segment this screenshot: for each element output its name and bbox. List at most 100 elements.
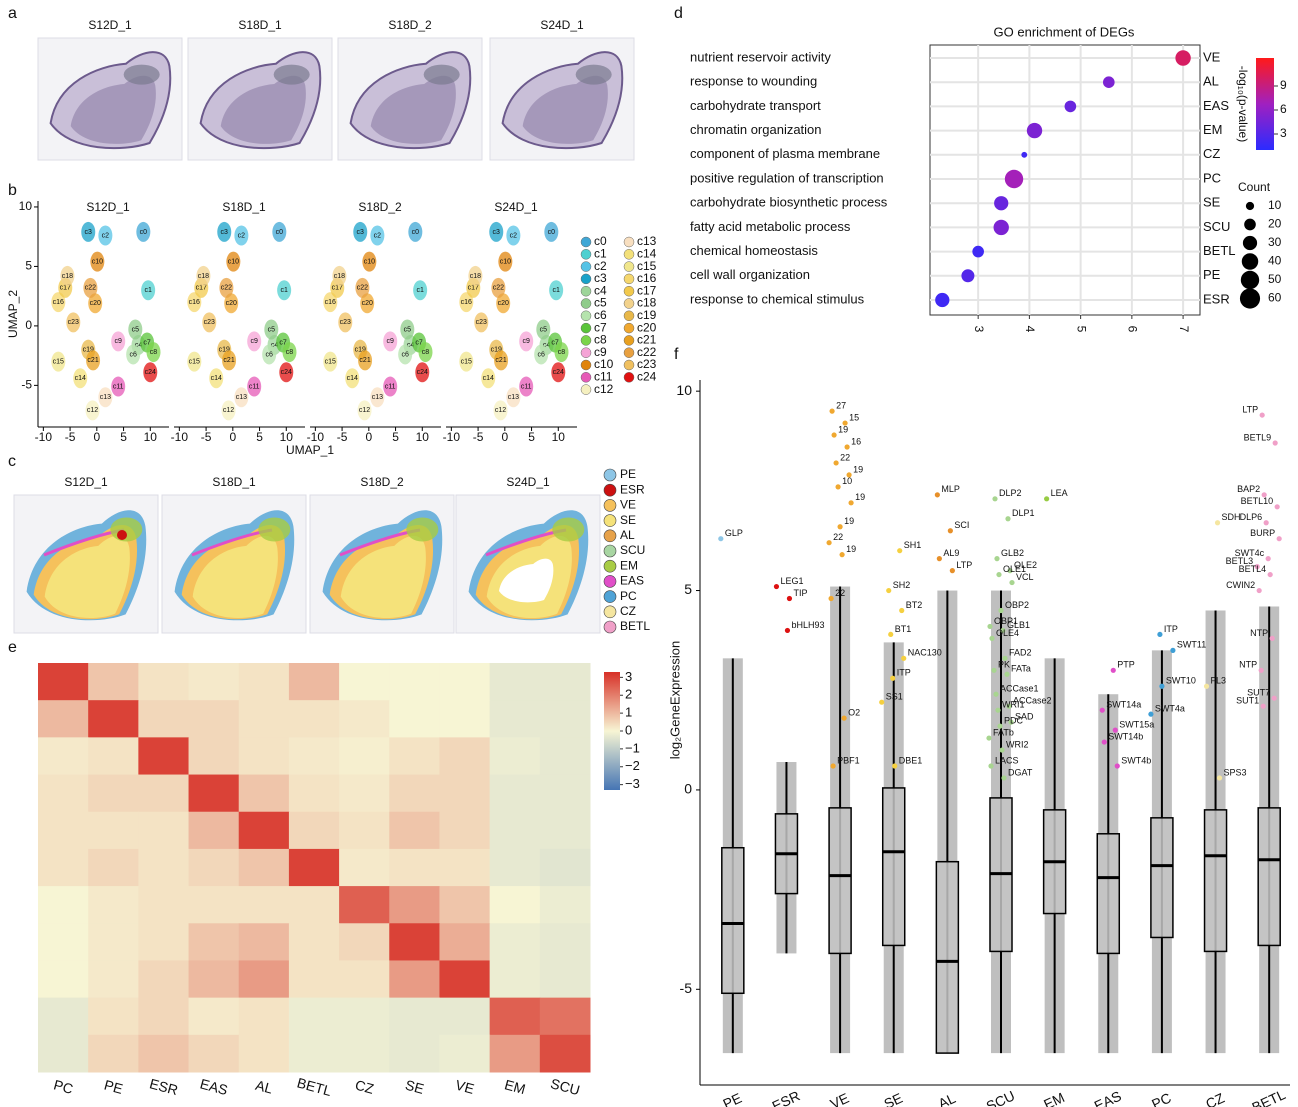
tissue-label: EM (1203, 122, 1223, 137)
cluster-label: c9 (251, 338, 259, 345)
cluster-cloud (224, 293, 239, 314)
cluster-cloud (489, 221, 504, 242)
gene-point (879, 699, 885, 705)
cluster-label: c8 (422, 349, 430, 356)
cluster-label: c6 (401, 351, 409, 358)
tissue-label: PC (1203, 170, 1221, 185)
legend-label: VE (620, 498, 636, 512)
gene-point (842, 420, 848, 426)
legend-label: BETL (620, 619, 650, 633)
heat-cell (539, 811, 591, 850)
legend-swatch (580, 372, 592, 383)
heat-cell (288, 663, 340, 701)
cluster-label: c21 (359, 357, 370, 364)
gene-point (890, 675, 896, 681)
cluster-cloud (338, 312, 353, 333)
heat-cell (88, 700, 139, 738)
gene-label: 16 (851, 436, 861, 446)
cluster-label: c1 (552, 287, 560, 294)
x-tick-label: SE (881, 1090, 905, 1107)
gene-point (837, 524, 843, 530)
legend-swatch (603, 620, 617, 634)
box (1096, 833, 1121, 955)
cluster-cloud (143, 362, 158, 383)
cluster-label: c4 (271, 342, 279, 349)
heat-cell (439, 997, 491, 1036)
y-tick-label: 5 (25, 259, 32, 273)
legend-swatch (623, 347, 635, 358)
cluster-cloud (187, 351, 202, 372)
legend-swatch (603, 514, 617, 527)
cluster-label: c7 (143, 339, 151, 346)
gene-point (1044, 496, 1050, 502)
legend-swatch (623, 236, 635, 248)
heat-cell (88, 960, 139, 999)
gene-point (831, 432, 837, 438)
gene-label: SWT14a (1106, 700, 1141, 710)
gene-label: DLP1 (1012, 508, 1035, 518)
image-title: S18D_1 (212, 475, 256, 489)
cluster-cloud (358, 350, 373, 371)
cluster-label: c22 (357, 285, 368, 292)
heat-cell (539, 774, 591, 813)
box (1150, 817, 1174, 939)
cluster-cloud (398, 344, 413, 365)
cluster-cloud (323, 292, 338, 313)
gene-point (1269, 635, 1275, 641)
gene-point (993, 691, 999, 697)
heat-cell (439, 1034, 491, 1073)
cluster-cloud (496, 293, 511, 314)
x-tick-label: -10 (307, 430, 325, 444)
panel-title: S24D_1 (494, 200, 538, 214)
legend-label: c19 (637, 308, 657, 322)
gene-label: BETL9 (1244, 432, 1272, 442)
cluster-label: c20 (226, 300, 237, 307)
cluster-label: c10 (92, 259, 103, 266)
cluster-cloud (83, 277, 98, 298)
x-tick-label: 3 (972, 326, 986, 333)
image-title: S24D_1 (506, 475, 550, 489)
colorbar-tick-label: −1 (625, 740, 640, 755)
legend-label: c7 (594, 320, 607, 334)
x-tick-label: -10 (171, 430, 189, 444)
heat-cell (88, 774, 139, 813)
heat-cell (489, 700, 541, 738)
x-tick-label: BETL (295, 1074, 333, 1099)
go-term: nutrient reservoir activity (690, 49, 831, 64)
gene-point (835, 484, 841, 490)
cluster-cloud (209, 368, 224, 389)
dot (1175, 50, 1191, 66)
gene-label: 19 (838, 424, 848, 434)
gene-point (1265, 556, 1271, 562)
dot (935, 292, 950, 308)
legend-label: c22 (637, 345, 657, 359)
x-tick-label: VE (828, 1090, 852, 1107)
gene-label: FATb (993, 727, 1014, 737)
gene-point (830, 763, 836, 769)
gene-point (718, 536, 724, 542)
cluster-label: c8 (286, 349, 294, 356)
heat-cell (188, 997, 240, 1036)
tissue-label: EAS (1203, 98, 1229, 113)
box (1203, 809, 1228, 953)
x-tick-label: EAS (198, 1075, 229, 1098)
dot (1064, 100, 1077, 113)
legend-label: PC (620, 589, 637, 603)
legend-label: c3 (594, 271, 607, 285)
heat-cell (489, 848, 541, 887)
x-tick-label: 7 (1177, 326, 1191, 333)
legend-swatch (603, 499, 617, 512)
legend-label: c11 (594, 369, 613, 383)
gene-point (1148, 711, 1154, 717)
tissue-label: BETL (1203, 243, 1236, 258)
heat-cell (88, 811, 139, 850)
cluster-label: c18 (470, 273, 481, 280)
box (828, 807, 852, 955)
go-term: chemical homeostasis (690, 243, 818, 258)
x-tick-label: 10 (416, 430, 430, 444)
size-swatch (1239, 288, 1261, 309)
go-term: carbohydrate transport (690, 98, 821, 113)
cluster-label: c14 (211, 375, 222, 382)
cluster-label: c16 (189, 299, 200, 306)
cluster-label: c6 (265, 351, 273, 358)
